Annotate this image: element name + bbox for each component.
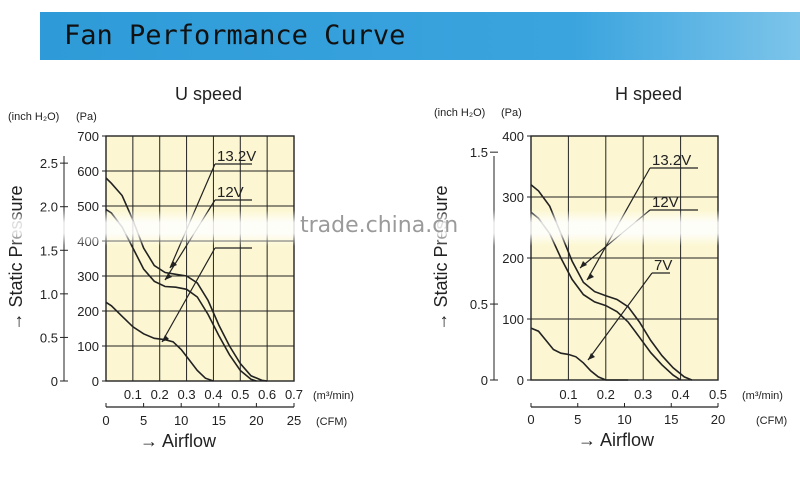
- chart1-inch-tick-label: 1.0: [40, 287, 58, 302]
- chart1-m3-tick-label: 0.2: [151, 387, 169, 402]
- chart2-m3-tick-label: 0.1: [559, 387, 577, 402]
- chart1-m3-tick-label: 0.1: [124, 387, 142, 402]
- chart1-series-2-label: 12V: [217, 184, 244, 201]
- title-banner: Fan Performance Curve: [40, 12, 800, 60]
- chart2-cfm-tick-label: 0: [527, 412, 534, 427]
- chart2-pa-tick-label: 100: [502, 312, 524, 327]
- chart2-series-3-label: 7V: [654, 257, 672, 274]
- chart1-pa-tick-label: 200: [77, 304, 99, 319]
- chart1-m3-tick-label: 0.7: [285, 387, 303, 402]
- chart1-pa-tick-label: 300: [77, 269, 99, 284]
- chart1-cfm-tick-label: 25: [287, 413, 301, 428]
- chart1-pa-tick-label: 600: [77, 164, 99, 179]
- chart1-pa-tick-label: 0: [92, 374, 99, 389]
- chart2-y-axis-title: → Static Pressure: [431, 185, 451, 330]
- chart2-inch-tick-label: 0.5: [470, 297, 488, 312]
- chart1-cfm-tick-label: 5: [140, 413, 147, 428]
- chart2-series-3-curve: [530, 327, 629, 381]
- chart2-m3-tick-label: 0.2: [597, 387, 615, 402]
- page-title: Fan Performance Curve: [64, 20, 406, 51]
- chart1-cfm-tick-label: 15: [212, 413, 226, 428]
- chart2-y-unit-inch: (inch H₂O): [434, 107, 485, 119]
- chart1-leader-arrow: [162, 335, 169, 342]
- chart2-leader-arrow: [580, 261, 587, 268]
- chart2-cfm-tick-label: 5: [574, 412, 581, 427]
- chart1-inch-tick-label: 0: [51, 374, 58, 389]
- chart2-inch-tick-label: 0: [481, 373, 488, 388]
- chart1-leader-arrow: [170, 261, 177, 268]
- watermark-text: trade.china.cn: [300, 213, 459, 238]
- chart2-inch-tick-label: 1.5: [470, 145, 488, 160]
- chart1-inch-tick-label: 0.5: [40, 330, 58, 345]
- chart1-m3-tick-label: 0.4: [204, 387, 222, 402]
- chart1-cfm-tick-label: 20: [249, 413, 263, 428]
- chart2-x-unit-m3: (m³/min): [742, 390, 783, 402]
- chart2-series-1-label: 13.2V: [652, 152, 691, 169]
- chart2-series-2-label: 12V: [652, 194, 679, 211]
- chart2-leader-line: [587, 272, 653, 361]
- chart1-plot-area: [105, 135, 295, 382]
- chart1-pa-tick-label: 100: [77, 339, 99, 354]
- chart1-leader-line: [161, 247, 216, 343]
- chart2-leader-arrow: [587, 273, 594, 280]
- chart1-title: U speed: [175, 84, 242, 104]
- chart1-m3-tick-label: 0.3: [178, 387, 196, 402]
- chart2-leader-arrow: [588, 353, 595, 360]
- chart1-cfm-tick-label: 0: [102, 413, 109, 428]
- chart1-leader-arrow: [165, 273, 172, 280]
- chart1-x-axis-title: → Airflow: [140, 431, 217, 451]
- chart1-inch-tick-label: 2.5: [40, 156, 58, 171]
- chart1-inch-tick-label: 1.5: [40, 243, 58, 258]
- chart1-m3-tick-label: 0.5: [231, 387, 249, 402]
- chart2-cfm-tick-label: 15: [664, 412, 678, 427]
- chart2-pa-tick-label: 0: [517, 373, 524, 388]
- chart2-x-axis-title: → Airflow: [578, 430, 655, 450]
- chart1-x-unit-m3: (m³/min): [313, 390, 354, 402]
- chart2-pa-tick-label: 300: [502, 190, 524, 205]
- chart1-y-unit-pa: (Pa): [76, 111, 97, 123]
- chart2-y-unit-pa: (Pa): [501, 107, 522, 119]
- chart2-m3-tick-label: 0.4: [672, 387, 690, 402]
- chart1-cfm-tick-label: 10: [174, 413, 188, 428]
- chart1-y-unit-inch: (inch H₂O): [8, 111, 59, 123]
- chart1-pa-tick-label: 700: [77, 129, 99, 144]
- chart1-m3-tick-label: 0.6: [258, 387, 276, 402]
- chart2-x-unit-cfm: (CFM): [756, 415, 787, 427]
- chart2-title: H speed: [615, 84, 682, 104]
- chart2-pa-tick-label: 200: [502, 251, 524, 266]
- chart1-x-unit-cfm: (CFM): [316, 416, 347, 428]
- chart1-y-axis-title: → Static Pressure: [6, 185, 26, 330]
- chart2-m3-tick-label: 0.3: [634, 387, 652, 402]
- chart1-series-1-label: 13.2V: [217, 148, 256, 165]
- watermark-band: [0, 210, 800, 246]
- chart2-pa-tick-label: 400: [502, 129, 524, 144]
- chart2-cfm-tick-label: 20: [711, 412, 725, 427]
- chart2-m3-tick-label: 0.5: [709, 387, 727, 402]
- chart2-cfm-tick-label: 10: [617, 412, 631, 427]
